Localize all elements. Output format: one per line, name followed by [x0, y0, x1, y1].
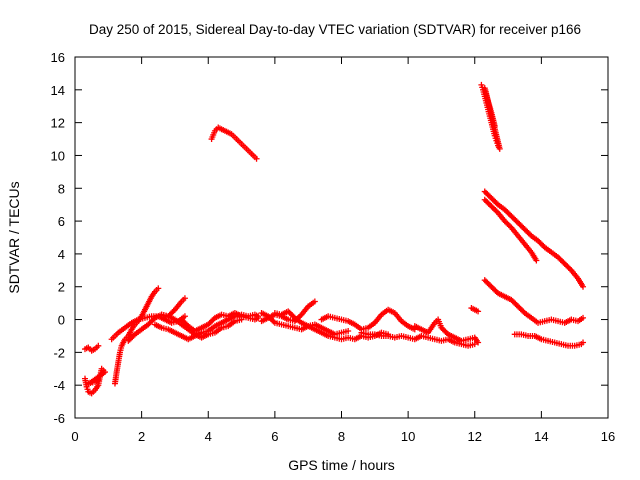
x-tick-label: 10: [401, 429, 415, 444]
data-point: [297, 312, 304, 319]
data-point: [475, 308, 482, 315]
y-tick-label: 8: [58, 181, 65, 196]
x-tick-label: 16: [601, 429, 615, 444]
y-tick-label: 10: [51, 148, 65, 163]
y-tick-label: 14: [51, 83, 65, 98]
data-point: [580, 314, 587, 321]
y-tick-label: 16: [51, 50, 65, 65]
axis-ticks: 0 2 4 6 8 10 12 14 16 -6 -4 -2 0 2 4 6 8 10 12 14 16: [51, 50, 616, 444]
y-tick-label: 4: [58, 247, 65, 262]
y-tick-label: 12: [51, 116, 65, 131]
data-point: [255, 314, 262, 321]
data-point: [253, 155, 260, 162]
data-point: [567, 266, 574, 273]
data-point: [507, 223, 514, 230]
x-tick-label: 2: [138, 429, 145, 444]
x-axis-label: GPS time / hours: [288, 457, 395, 473]
data-point: [170, 308, 177, 315]
data-point: [311, 298, 318, 305]
y-tick-label: -4: [53, 378, 65, 393]
x-tick-label: 0: [71, 429, 78, 444]
data-point: [491, 122, 498, 129]
plot-frame: [74, 56, 609, 419]
y-tick-label: 0: [58, 313, 65, 328]
data-point: [95, 377, 102, 384]
y-tick-label: 2: [58, 280, 65, 295]
chart-title: Day 250 of 2015, Sidereal Day-to-day VTE…: [89, 22, 581, 37]
data-point: [181, 313, 188, 320]
x-tick-label: 6: [271, 429, 278, 444]
data-point: [155, 285, 162, 292]
x-tick-label: 4: [205, 429, 212, 444]
data-point: [238, 316, 245, 323]
data-point: [533, 257, 540, 264]
y-tick-label: 6: [58, 214, 65, 229]
data-point: [493, 208, 500, 215]
data-point: [580, 339, 587, 346]
data-points: [81, 81, 587, 397]
y-axis-label: SDTVAR / TECUs: [6, 181, 22, 293]
x-tick-label: 8: [338, 429, 345, 444]
x-tick-label: 12: [468, 429, 482, 444]
data-point: [181, 295, 188, 302]
data-point: [580, 283, 587, 290]
x-tick-label: 14: [534, 429, 548, 444]
data-point: [475, 339, 482, 346]
data-point: [95, 342, 102, 349]
y-tick-label: -2: [53, 345, 65, 360]
data-point: [270, 318, 277, 325]
data-point: [345, 328, 352, 335]
data-point: [471, 341, 478, 348]
y-tick-label: -6: [53, 411, 65, 426]
